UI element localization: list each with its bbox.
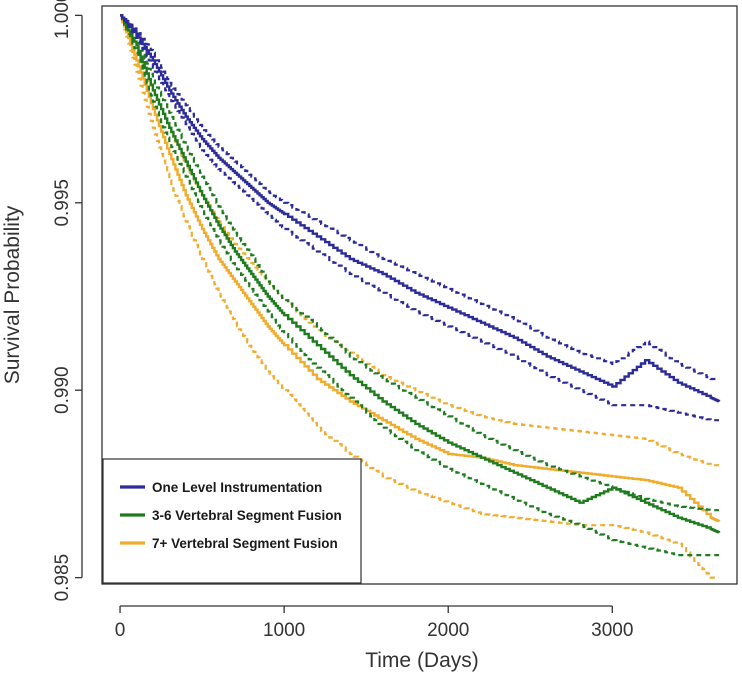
y-tick-label: 1.000	[52, 0, 73, 39]
x-tick-label: 1000	[263, 620, 305, 641]
series-layer	[120, 14, 721, 579]
series-lower-bound	[120, 14, 719, 557]
x-axis: 0 1000 2000 3000	[115, 605, 633, 641]
legend-label: 7+ Vertebral Segment Fusion	[152, 536, 338, 551]
series-group	[120, 14, 721, 557]
series-line	[120, 14, 721, 523]
series-group	[120, 14, 721, 422]
y-tick-label: 0.995	[52, 179, 73, 227]
series-lower-bound	[120, 14, 719, 422]
series-line	[120, 14, 721, 534]
y-axis-title: Survival Probability	[1, 205, 24, 384]
legend-label: One Level Instrumentation	[152, 480, 322, 495]
x-axis-title: Time (Days)	[365, 649, 479, 672]
series-lower-bound	[120, 14, 719, 579]
x-tick-label: 2000	[427, 620, 469, 641]
x-tick-label: 3000	[591, 620, 633, 641]
legend: One Level Instrumentation 3-6 Vertebral S…	[102, 458, 362, 584]
series-upper-bound	[120, 14, 719, 381]
y-axis: 0.985 0.990 0.995 1.000	[52, 0, 83, 602]
plot-frame	[101, 5, 738, 585]
y-tick-label: 0.990	[52, 366, 73, 414]
series-line	[120, 14, 721, 403]
legend-box	[102, 458, 362, 584]
legend-label: 3-6 Vertebral Segment Fusion	[152, 508, 342, 523]
series-upper-bound	[120, 14, 719, 512]
y-tick-label: 0.985	[52, 554, 73, 602]
x-tick-label: 0	[115, 620, 126, 641]
